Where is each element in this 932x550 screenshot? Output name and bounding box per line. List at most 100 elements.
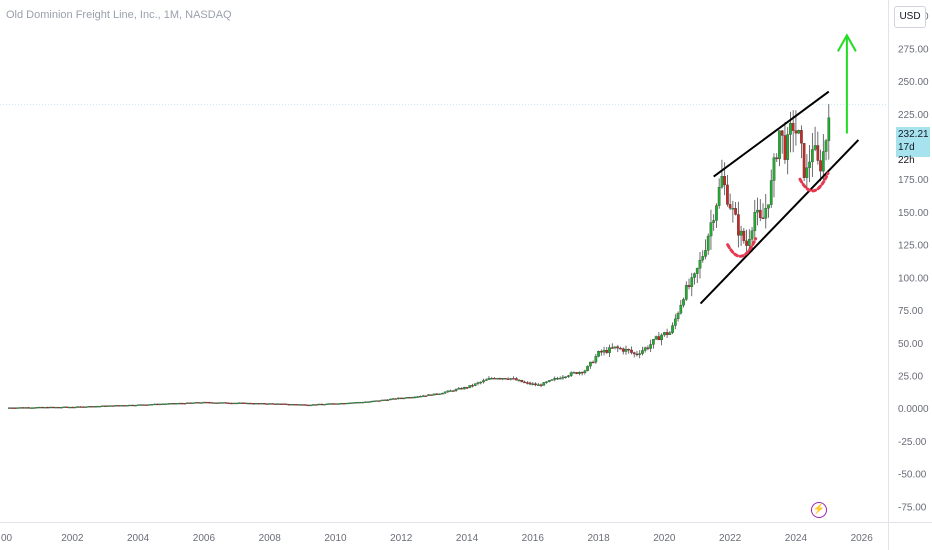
- candle-body: [279, 403, 283, 405]
- candle-body: [284, 403, 288, 405]
- candle-body: [158, 403, 162, 406]
- candle-body: [21, 407, 25, 409]
- candle-body: [772, 157, 776, 181]
- chart-title: Old Dominion Freight Line, Inc., 1M, NAS…: [6, 9, 232, 21]
- candle-body: [652, 339, 655, 345]
- x-tick-label: 2018: [587, 533, 610, 544]
- candle-body: [558, 377, 562, 380]
- candle-body: [572, 372, 576, 374]
- candle-body: [282, 403, 285, 405]
- up-arrow-head: [837, 33, 857, 52]
- candle-body: [405, 397, 409, 399]
- candle-body: [350, 402, 354, 404]
- candle-body: [663, 332, 666, 336]
- currency-button[interactable]: USD: [894, 6, 926, 28]
- candle-body: [594, 356, 598, 363]
- candle-body: [482, 380, 485, 383]
- candle-body: [293, 404, 296, 406]
- candle-body: [92, 406, 96, 408]
- candle-body: [608, 347, 611, 353]
- candle-body: [251, 403, 255, 405]
- y-tick-label: 275.00: [898, 44, 929, 55]
- candle-body: [38, 406, 41, 409]
- candle-body: [756, 209, 759, 213]
- candle-body: [246, 402, 250, 405]
- candle-body: [142, 404, 145, 406]
- candle-body: [73, 406, 77, 409]
- candle-body: [210, 402, 214, 404]
- candle-body: [353, 402, 357, 404]
- candle-body: [24, 407, 28, 409]
- upper-trendline: [713, 90, 830, 178]
- candle-body: [427, 394, 431, 396]
- candle-body: [375, 400, 378, 402]
- candle-body: [717, 186, 721, 206]
- candle-body: [556, 378, 559, 380]
- candle-body: [808, 161, 811, 168]
- candle-body: [517, 379, 521, 382]
- candle-body: [742, 230, 746, 242]
- candle-body: [303, 404, 307, 406]
- candle-body: [57, 406, 61, 409]
- y-tick-label: 250.00: [898, 77, 929, 88]
- candle-body: [147, 404, 151, 406]
- lower-trendline: [699, 139, 860, 305]
- candle-body: [654, 336, 658, 340]
- x-tick-label: 2010: [324, 533, 347, 544]
- candle-body: [325, 403, 329, 405]
- candle-body: [509, 378, 513, 380]
- candle-body: [819, 160, 822, 172]
- candle-body: [671, 325, 674, 333]
- candle-body: [567, 375, 570, 377]
- candle-body: [84, 406, 88, 408]
- candle-body: [728, 204, 732, 209]
- candle-body: [120, 405, 124, 407]
- candle-body: [301, 404, 304, 406]
- candle-body: [139, 404, 143, 406]
- candle-body: [704, 250, 707, 257]
- candle-body: [723, 176, 727, 186]
- candle-body: [191, 402, 195, 404]
- candle-body: [413, 396, 417, 399]
- y-tick-label: 100.00: [898, 273, 929, 284]
- candle-body: [112, 405, 115, 407]
- y-tick-label: 25.00: [898, 371, 923, 382]
- bottom-arc: [798, 171, 830, 193]
- candle-body: [202, 401, 206, 404]
- candle-body: [90, 406, 93, 408]
- candle-body: [484, 379, 488, 381]
- candle-body: [564, 376, 568, 378]
- candle-body: [682, 299, 685, 306]
- lightning-icon[interactable]: ⚡: [811, 502, 827, 518]
- candle-body: [150, 404, 154, 406]
- candle-body: [684, 285, 688, 300]
- candle-body: [627, 348, 631, 351]
- y-tick-label: 0.0000: [898, 404, 929, 415]
- candle-body: [273, 403, 277, 405]
- candle-body: [515, 378, 518, 381]
- candle-body: [553, 378, 557, 380]
- last-price-label: 232.21 17d 22h: [896, 127, 930, 166]
- candle-body: [27, 407, 30, 409]
- candle-body: [123, 405, 126, 407]
- candle-body: [468, 385, 472, 388]
- candle-body: [164, 403, 167, 405]
- candle-body: [208, 402, 211, 404]
- candle-body: [813, 145, 817, 150]
- candle-body: [114, 405, 118, 407]
- candle-body: [599, 351, 603, 353]
- candle-body: [528, 382, 532, 385]
- candle-body: [451, 390, 455, 392]
- candle-body: [490, 377, 494, 380]
- candle-body: [314, 404, 318, 406]
- candle-body: [54, 406, 58, 409]
- candle-body: [698, 259, 702, 269]
- candle-body: [153, 403, 156, 406]
- candle-body: [758, 209, 762, 218]
- candle-body: [306, 404, 310, 407]
- candle-body: [317, 403, 321, 406]
- candle-body: [783, 135, 787, 160]
- candle-body: [287, 404, 291, 406]
- candle-body: [336, 403, 340, 405]
